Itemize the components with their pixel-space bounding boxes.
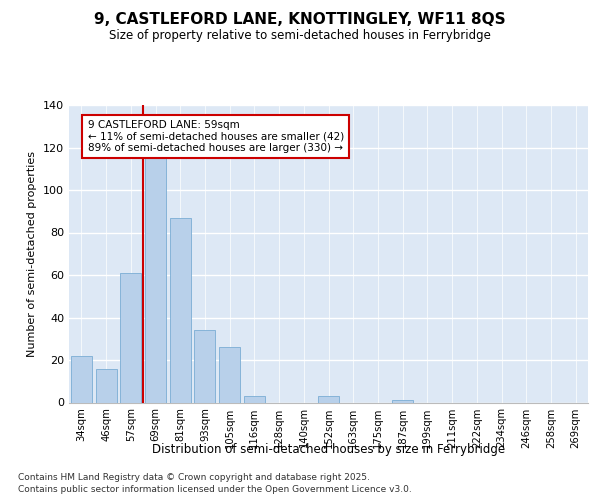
Bar <box>170 218 191 402</box>
Bar <box>194 330 215 402</box>
Bar <box>71 356 92 403</box>
Bar <box>244 396 265 402</box>
Bar <box>219 347 240 403</box>
Bar <box>145 154 166 402</box>
Text: Distribution of semi-detached houses by size in Ferrybridge: Distribution of semi-detached houses by … <box>152 442 505 456</box>
Bar <box>120 273 141 402</box>
Bar <box>392 400 413 402</box>
Bar <box>318 396 339 402</box>
Text: Size of property relative to semi-detached houses in Ferrybridge: Size of property relative to semi-detach… <box>109 28 491 42</box>
Text: 9 CASTLEFORD LANE: 59sqm
← 11% of semi-detached houses are smaller (42)
89% of s: 9 CASTLEFORD LANE: 59sqm ← 11% of semi-d… <box>88 120 344 153</box>
Text: Contains public sector information licensed under the Open Government Licence v3: Contains public sector information licen… <box>18 485 412 494</box>
Bar <box>95 368 116 402</box>
Y-axis label: Number of semi-detached properties: Number of semi-detached properties <box>28 151 37 357</box>
Text: 9, CASTLEFORD LANE, KNOTTINGLEY, WF11 8QS: 9, CASTLEFORD LANE, KNOTTINGLEY, WF11 8Q… <box>94 12 506 28</box>
Text: Contains HM Land Registry data © Crown copyright and database right 2025.: Contains HM Land Registry data © Crown c… <box>18 472 370 482</box>
